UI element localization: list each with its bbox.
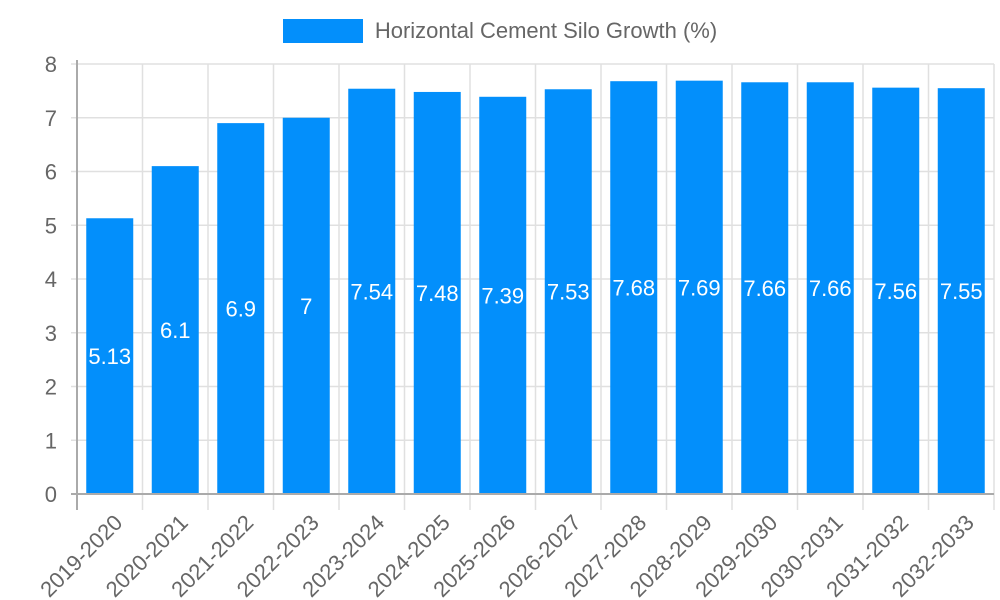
- bar-2022-2023[interactable]: [282, 117, 330, 494]
- y-tick-label: 1: [45, 428, 57, 453]
- bar-value-label: 6.1: [160, 318, 191, 343]
- bar-value-label: 7.55: [940, 279, 983, 304]
- bar-value-label: 5.13: [88, 344, 131, 369]
- bar-value-label: 7.66: [743, 276, 786, 301]
- y-tick-label: 5: [45, 213, 57, 238]
- bar-2027-2028[interactable]: [610, 81, 658, 494]
- legend-swatch[interactable]: [282, 19, 363, 43]
- bar-value-label: 7.68: [612, 276, 655, 301]
- bar-value-label: 7.69: [678, 275, 721, 300]
- bar-2024-2025[interactable]: [413, 91, 461, 494]
- bar-value-label: 7.39: [481, 283, 524, 308]
- bar-2020-2021[interactable]: [151, 166, 199, 494]
- bars: [86, 80, 985, 495]
- y-tick-label: 3: [45, 321, 57, 346]
- y-tick-label: 8: [45, 52, 57, 77]
- grid-lines: [71, 63, 995, 510]
- bar-2023-2024[interactable]: [348, 88, 396, 494]
- bar-value-label: 7.53: [547, 280, 590, 305]
- y-tick-label: 0: [45, 482, 57, 507]
- bar-value-label: 7.54: [350, 279, 393, 304]
- legend-label: Horizontal Cement Silo Growth (%): [374, 18, 718, 43]
- y-tick-label: 6: [45, 160, 57, 185]
- bar-2030-2031[interactable]: [806, 82, 854, 495]
- y-tick-label: 7: [45, 106, 57, 131]
- y-tick-label: 2: [45, 375, 57, 400]
- bar-value-label: 6.9: [225, 297, 256, 322]
- bar-value-label: 7.48: [416, 281, 459, 306]
- bar-value-label: 7.56: [874, 279, 917, 304]
- data-labels: 5.13 6.1 6.9 7 7.54 7.48 7.39 7.53 7.68 7.69 7.66 7…: [88, 275, 982, 369]
- bar-2019-2020[interactable]: [86, 218, 134, 494]
- bar-2026-2027[interactable]: [544, 89, 592, 494]
- chart-legend: Horizontal Cement Silo Growth (%): [0, 18, 1000, 44]
- bar-value-label: 7: [300, 294, 312, 319]
- y-tick-label: 4: [45, 267, 57, 292]
- bar-2031-2032[interactable]: [872, 87, 920, 495]
- bar-2029-2030[interactable]: [741, 82, 789, 495]
- bar-value-label: 7.66: [809, 276, 852, 301]
- bar-2032-2033[interactable]: [937, 88, 985, 494]
- bar-2021-2022[interactable]: [217, 123, 265, 494]
- bar-2028-2029[interactable]: [675, 80, 723, 494]
- bar-2025-2026[interactable]: [479, 96, 527, 494]
